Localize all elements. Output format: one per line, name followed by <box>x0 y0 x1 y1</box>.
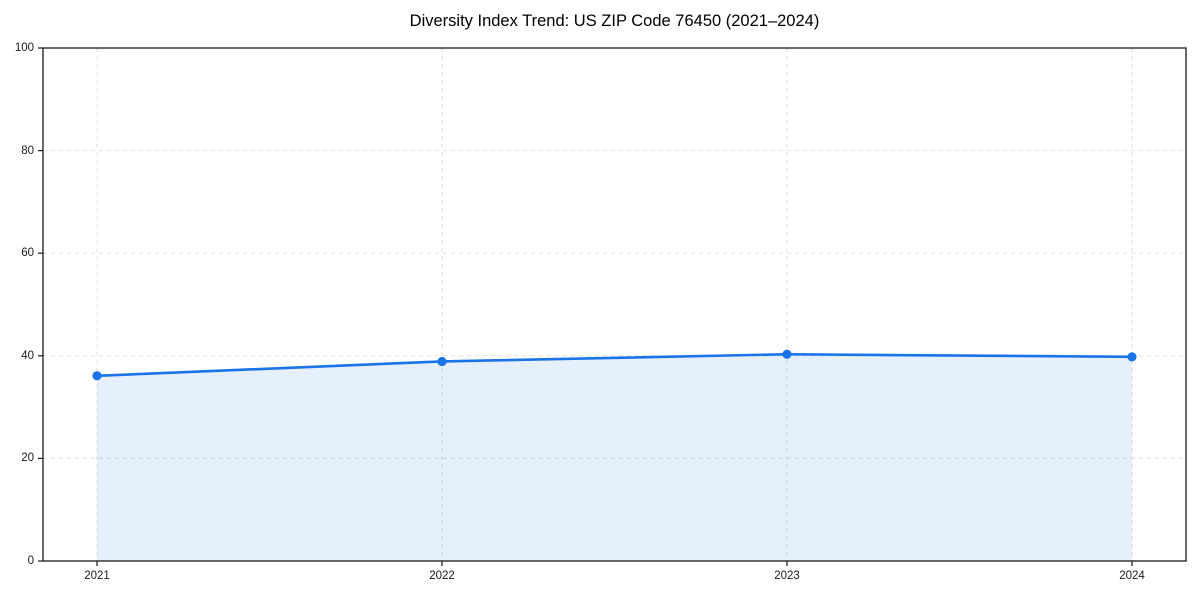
trend-line <box>95 352 1134 378</box>
axis-spine <box>42 47 1187 562</box>
y-tick-label: 100 <box>14 42 34 54</box>
y-tick-label: 80 <box>21 144 34 157</box>
y-tick-label: 40 <box>21 349 34 362</box>
x-tick-label: 2023 <box>774 570 800 582</box>
y-tick-label: 20 <box>21 452 34 465</box>
x-tick-label: 2022 <box>429 570 455 582</box>
data-point <box>437 356 447 367</box>
y-tick-label: 60 <box>21 247 34 260</box>
chart-title: Diversity Index Trend: US ZIP Code 76450… <box>409 12 820 30</box>
data-point <box>782 349 792 359</box>
y-tick-label: 0 <box>27 555 34 567</box>
data-point <box>1127 352 1137 362</box>
x-tick-label: 2024 <box>1119 570 1145 582</box>
data-point <box>92 371 102 381</box>
x-tick-label: 2021 <box>84 570 110 582</box>
area-fill <box>97 354 1132 561</box>
